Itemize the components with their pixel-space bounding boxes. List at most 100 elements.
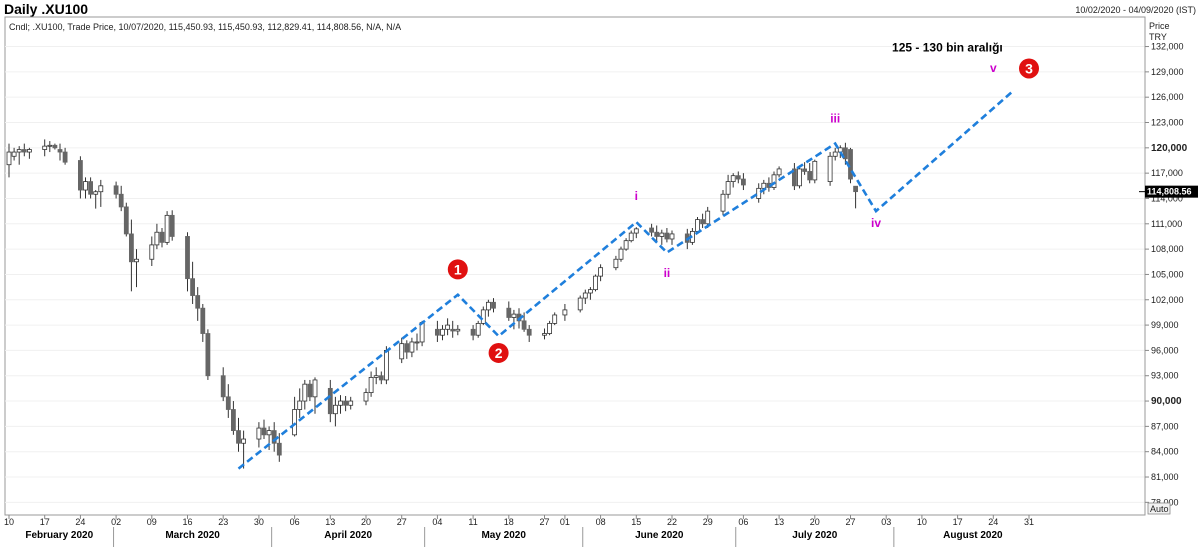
candle-body	[618, 248, 624, 260]
candle	[261, 419, 267, 440]
price-tick-label: 90,000	[1151, 396, 1182, 407]
candle-body	[756, 187, 762, 199]
candle	[445, 318, 451, 336]
candle	[450, 320, 456, 338]
candle	[332, 396, 338, 427]
candle-body	[445, 324, 451, 330]
candle	[363, 388, 369, 406]
candle-body	[832, 151, 838, 157]
candle	[440, 325, 445, 341]
price-tick-label: 78,000	[1151, 497, 1179, 507]
price-tick-label: 126,000	[1151, 92, 1184, 102]
candle	[455, 325, 461, 336]
candle-body	[62, 151, 68, 163]
candle-body	[843, 147, 848, 160]
candle-body	[276, 442, 282, 456]
time-tick-label: 17	[40, 517, 50, 527]
price-tick-label: 105,000	[1151, 269, 1184, 279]
candle-body	[368, 377, 374, 394]
candle	[16, 146, 22, 165]
candle	[593, 274, 598, 292]
month-label: March 2020	[165, 530, 220, 541]
candle	[159, 228, 165, 248]
candle-body	[205, 333, 211, 377]
price-tick-label: 123,000	[1151, 118, 1184, 128]
price-tick-label: 108,000	[1151, 244, 1184, 254]
month-label: February 2020	[25, 530, 93, 541]
candle	[741, 173, 746, 191]
auto-button[interactable]: Auto	[1147, 502, 1171, 515]
time-tick-label: 30	[254, 517, 264, 527]
candle	[802, 162, 807, 175]
candle-body	[633, 228, 639, 234]
candle	[271, 422, 277, 452]
candle	[485, 299, 491, 317]
time-tick-label: 20	[810, 517, 820, 527]
wave-label: ii	[664, 266, 671, 280]
candle-body	[628, 232, 634, 242]
candle-body	[792, 168, 797, 187]
candle	[511, 309, 517, 330]
candle	[327, 379, 333, 423]
candle-body	[348, 400, 354, 406]
candle	[266, 426, 272, 451]
grid-layer	[5, 46, 1145, 503]
candle	[664, 228, 670, 243]
candle-body	[659, 232, 665, 237]
time-tick-label: 09	[147, 517, 157, 527]
price-tick-label: 111,000	[1151, 219, 1182, 229]
candle-body	[720, 193, 726, 212]
candle-body	[164, 214, 170, 243]
wave-marker: 3	[1019, 58, 1039, 79]
candle-body	[190, 278, 196, 296]
candle-body	[588, 289, 593, 294]
month-label: August 2020	[943, 530, 1003, 541]
candle	[302, 379, 308, 410]
candle-body	[434, 328, 440, 336]
candle	[618, 246, 624, 262]
candle-body	[455, 328, 461, 332]
wave-label: iii	[830, 112, 840, 126]
candle	[853, 185, 858, 209]
plot-area	[4, 16, 1146, 516]
candle	[700, 213, 705, 229]
time-tick-label: 24	[75, 517, 85, 527]
candle	[756, 183, 762, 203]
candle	[154, 223, 160, 250]
candle-body	[343, 400, 349, 406]
candle	[414, 333, 420, 351]
price-tick-label: 129,000	[1151, 67, 1184, 77]
time-tick-label: 27	[397, 517, 407, 527]
candle	[47, 141, 53, 153]
candle-body	[542, 333, 547, 336]
wave-marker-number: 3	[1025, 60, 1033, 76]
candle-body	[593, 275, 598, 291]
candle-body	[83, 181, 88, 191]
candle	[562, 303, 568, 321]
candle	[78, 156, 83, 199]
candle-body	[491, 301, 496, 309]
candle-body	[363, 392, 369, 402]
candle	[312, 377, 318, 414]
candle-body	[241, 438, 247, 444]
wave-marker-number: 2	[495, 345, 503, 361]
candle	[236, 417, 241, 452]
candle-body	[399, 343, 405, 360]
price-tick-label: 120,000	[1151, 143, 1188, 154]
candle	[164, 211, 170, 245]
candle-body	[506, 307, 512, 318]
candle	[832, 147, 838, 161]
legend-line: Cndl; .XU100, Trade Price, 10/07/2020, 1…	[9, 22, 401, 32]
candle-body	[827, 155, 833, 182]
wave-marker: 1	[447, 259, 468, 280]
wave-marker-number: 1	[454, 261, 462, 277]
candle	[88, 177, 93, 199]
candle-body	[797, 168, 802, 187]
price-tick-label: 102,000	[1151, 295, 1184, 305]
month-label: June 2020	[635, 530, 684, 541]
candle-body	[552, 314, 558, 324]
candle-body	[93, 191, 99, 195]
candle	[98, 179, 104, 207]
candle	[730, 173, 736, 188]
